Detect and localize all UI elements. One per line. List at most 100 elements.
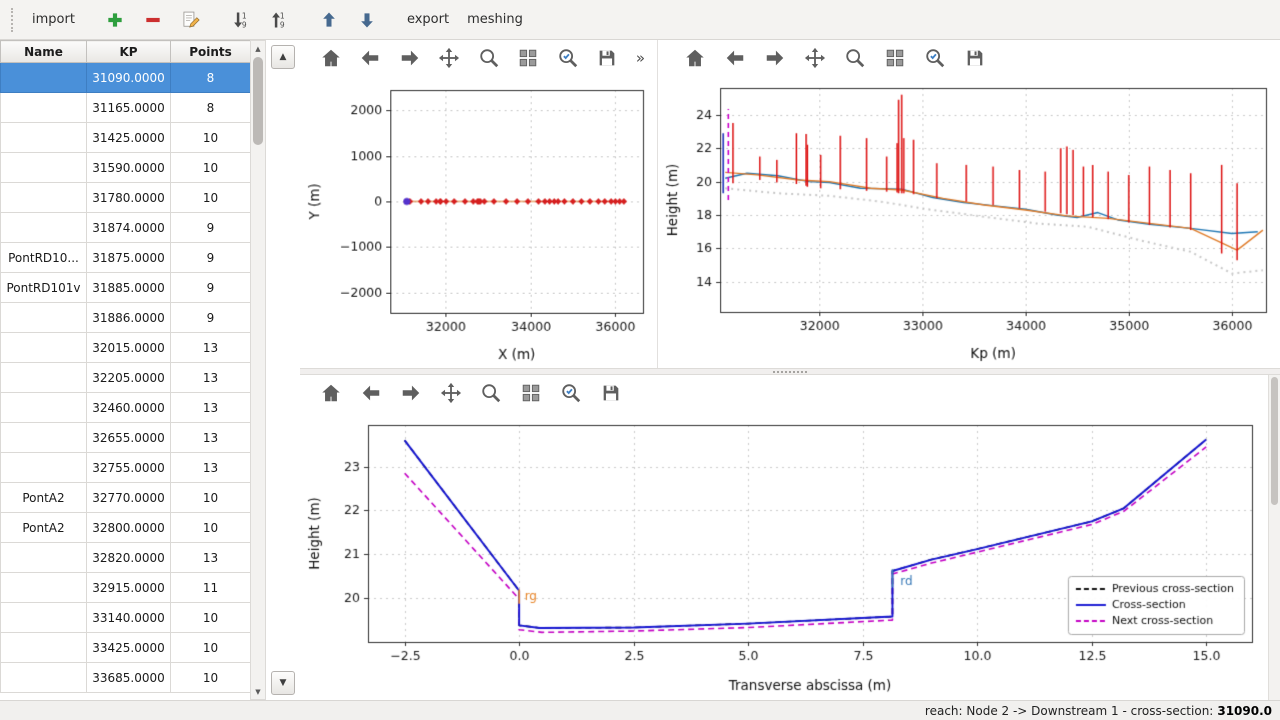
home-button[interactable] (678, 43, 712, 73)
import-button[interactable]: import (25, 5, 82, 35)
horizontal-splitter[interactable] (300, 368, 1280, 375)
cell-points[interactable]: 13 (170, 422, 250, 453)
row-up-button[interactable]: ▲ (271, 45, 295, 69)
cell-kp[interactable]: 32800.0000 (86, 512, 171, 543)
table-row[interactable]: 31590.0000 10 (0, 152, 250, 183)
cell-name[interactable] (0, 332, 87, 363)
toolbar-overflow-button[interactable]: » (635, 49, 645, 67)
cell-kp[interactable]: 32460.0000 (86, 392, 171, 423)
cell-kp[interactable]: 32755.0000 (86, 452, 171, 483)
cell-points[interactable]: 9 (170, 242, 250, 273)
column-header-points[interactable]: Points (170, 40, 250, 63)
table-row[interactable]: 32820.0000 13 (0, 542, 250, 573)
cell-kp[interactable]: 33425.0000 (86, 632, 171, 663)
bottom-scrollbar-thumb[interactable] (1271, 377, 1278, 505)
cell-name[interactable] (0, 212, 87, 243)
cell-points[interactable]: 9 (170, 212, 250, 243)
cell-kp[interactable]: 32915.0000 (86, 572, 171, 603)
cell-name[interactable] (0, 632, 87, 663)
table-row[interactable]: 31874.0000 9 (0, 212, 250, 243)
profile-plot-canvas[interactable] (658, 76, 1280, 369)
zoom-button[interactable] (472, 43, 505, 73)
cell-kp[interactable]: 31165.0000 (86, 92, 171, 123)
table-row[interactable]: 31780.0000 10 (0, 182, 250, 213)
cell-points[interactable]: 9 (170, 272, 250, 303)
table-row[interactable]: 32655.0000 13 (0, 422, 250, 453)
cell-name[interactable]: PontA2 (0, 482, 87, 513)
cross-section-plot-canvas[interactable] (300, 411, 1268, 700)
cell-name[interactable]: PontRD10... (0, 242, 87, 273)
table-row[interactable]: PontRD10... 31875.0000 9 (0, 242, 250, 273)
zoom-button[interactable] (838, 43, 872, 73)
cell-points[interactable]: 8 (170, 92, 250, 123)
cell-points[interactable]: 10 (170, 512, 250, 543)
cell-name[interactable] (0, 452, 87, 483)
home-button[interactable] (314, 378, 348, 408)
cell-kp[interactable]: 31874.0000 (86, 212, 171, 243)
save-button[interactable] (590, 43, 623, 73)
table-row[interactable]: 32205.0000 13 (0, 362, 250, 393)
cell-kp[interactable]: 33685.0000 (86, 662, 171, 693)
pan-button[interactable] (434, 378, 468, 408)
cell-kp[interactable]: 31090.0000 (86, 62, 171, 93)
table-row[interactable]: 32755.0000 13 (0, 452, 250, 483)
cell-points[interactable]: 9 (170, 302, 250, 333)
cell-name[interactable] (0, 422, 87, 453)
pan-button[interactable] (432, 43, 465, 73)
cell-kp[interactable]: 31885.0000 (86, 272, 171, 303)
cell-points[interactable]: 10 (170, 662, 250, 693)
column-header-kp[interactable]: KP (86, 40, 171, 63)
customize-button[interactable] (551, 43, 584, 73)
cell-kp[interactable]: 32655.0000 (86, 422, 171, 453)
subplots-button[interactable] (514, 378, 548, 408)
move-down-button[interactable] (350, 5, 384, 35)
cell-points[interactable]: 10 (170, 632, 250, 663)
cell-kp[interactable]: 32820.0000 (86, 542, 171, 573)
remove-row-button[interactable] (136, 5, 170, 35)
table-row[interactable]: 31886.0000 9 (0, 302, 250, 333)
cell-name[interactable] (0, 152, 87, 183)
cell-points[interactable]: 11 (170, 572, 250, 603)
forward-button[interactable] (394, 378, 428, 408)
cell-name[interactable] (0, 662, 87, 693)
scrollbar-track[interactable] (251, 56, 265, 684)
cell-kp[interactable]: 32015.0000 (86, 332, 171, 363)
cell-name[interactable] (0, 392, 87, 423)
table-row[interactable]: 31090.0000 8 (0, 62, 250, 93)
cell-kp[interactable]: 31425.0000 (86, 122, 171, 153)
export-button[interactable]: export (400, 5, 456, 35)
cell-points[interactable]: 10 (170, 482, 250, 513)
forward-button[interactable] (393, 43, 426, 73)
cell-points[interactable]: 10 (170, 182, 250, 213)
cell-name[interactable] (0, 122, 87, 153)
cell-points[interactable]: 13 (170, 392, 250, 423)
cell-points[interactable]: 13 (170, 452, 250, 483)
cell-name[interactable]: PontA2 (0, 512, 87, 543)
scroll-down-button[interactable]: ▼ (255, 687, 261, 696)
cell-points[interactable]: 10 (170, 152, 250, 183)
cell-kp[interactable]: 31780.0000 (86, 182, 171, 213)
forward-button[interactable] (758, 43, 792, 73)
zoom-button[interactable] (474, 378, 508, 408)
table-row[interactable]: 33685.0000 10 (0, 662, 250, 693)
customize-button[interactable] (918, 43, 952, 73)
cell-name[interactable]: PontRD101v (0, 272, 87, 303)
table-row[interactable]: PontA2 32770.0000 10 (0, 482, 250, 513)
subplots-button[interactable] (511, 43, 544, 73)
move-up-button[interactable] (312, 5, 346, 35)
cell-name[interactable] (0, 302, 87, 333)
customize-button[interactable] (554, 378, 588, 408)
back-button[interactable] (354, 378, 388, 408)
table-row[interactable]: 33140.0000 10 (0, 602, 250, 633)
cell-name[interactable] (0, 62, 87, 93)
cell-points[interactable]: 13 (170, 362, 250, 393)
cell-name[interactable] (0, 362, 87, 393)
cell-kp[interactable]: 33140.0000 (86, 602, 171, 633)
table-row[interactable]: 31165.0000 8 (0, 92, 250, 123)
cell-kp[interactable]: 31590.0000 (86, 152, 171, 183)
cell-points[interactable]: 13 (170, 542, 250, 573)
meshing-button[interactable]: meshing (460, 5, 530, 35)
cell-name[interactable] (0, 542, 87, 573)
